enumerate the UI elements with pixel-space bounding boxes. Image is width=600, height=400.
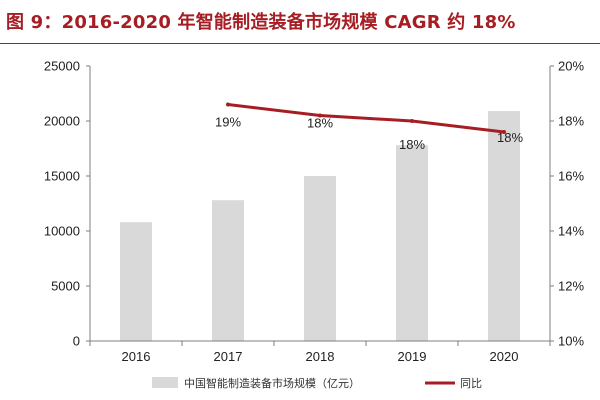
x-tick-label: 2017 xyxy=(214,349,243,364)
left-y-tick-label: 25000 xyxy=(44,59,80,74)
growth-rate-label: 18% xyxy=(497,130,523,145)
bar-2020[interactable] xyxy=(488,111,520,341)
legend-line-label: 同比 xyxy=(460,377,482,390)
growth-rate-label: 18% xyxy=(307,116,333,131)
left-y-tick-label: 0 xyxy=(73,334,80,349)
growth-rate-line[interactable] xyxy=(227,103,505,134)
growth-rate-point[interactable] xyxy=(502,130,506,134)
x-tick-label: 2019 xyxy=(398,349,427,364)
left-y-tick-label: 10000 xyxy=(44,224,80,239)
left-y-tick-label: 20000 xyxy=(44,114,80,129)
legend-bar-swatch xyxy=(152,377,178,388)
right-y-tick-label: 20% xyxy=(558,59,584,74)
right-y-tick-label: 16% xyxy=(558,169,584,184)
x-tick-label: 2018 xyxy=(306,349,335,364)
right-y-tick-label: 12% xyxy=(558,279,584,294)
title-bar: 图 9：2016-2020 年智能制造装备市场规模 CAGR 约 18% xyxy=(0,0,600,44)
right-y-tick-label: 10% xyxy=(558,334,584,349)
right-y-tick-label: 14% xyxy=(558,224,584,239)
growth-rate-label: 18% xyxy=(399,137,425,152)
chart-title: 图 9：2016-2020 年智能制造装备市场规模 CAGR 约 18% xyxy=(6,12,516,33)
growth-rate-point[interactable] xyxy=(410,119,414,123)
right-y-tick-label: 18% xyxy=(558,114,584,129)
bar-2017[interactable] xyxy=(212,200,244,341)
bar-2019[interactable] xyxy=(396,145,428,341)
left-y-tick-label: 15000 xyxy=(44,169,80,184)
bar-2018[interactable] xyxy=(304,176,336,341)
left-y-tick-label: 5000 xyxy=(51,279,80,294)
bar-2016[interactable] xyxy=(120,222,152,341)
x-tick-label: 2020 xyxy=(490,349,519,364)
legend-bar-label: 中国智能制造装备市场规模（亿元） xyxy=(184,376,360,390)
growth-rate-point[interactable] xyxy=(318,113,322,118)
x-tick-label: 2016 xyxy=(122,349,151,364)
growth-rate-label: 19% xyxy=(215,115,241,130)
growth-rate-point[interactable] xyxy=(226,102,230,107)
